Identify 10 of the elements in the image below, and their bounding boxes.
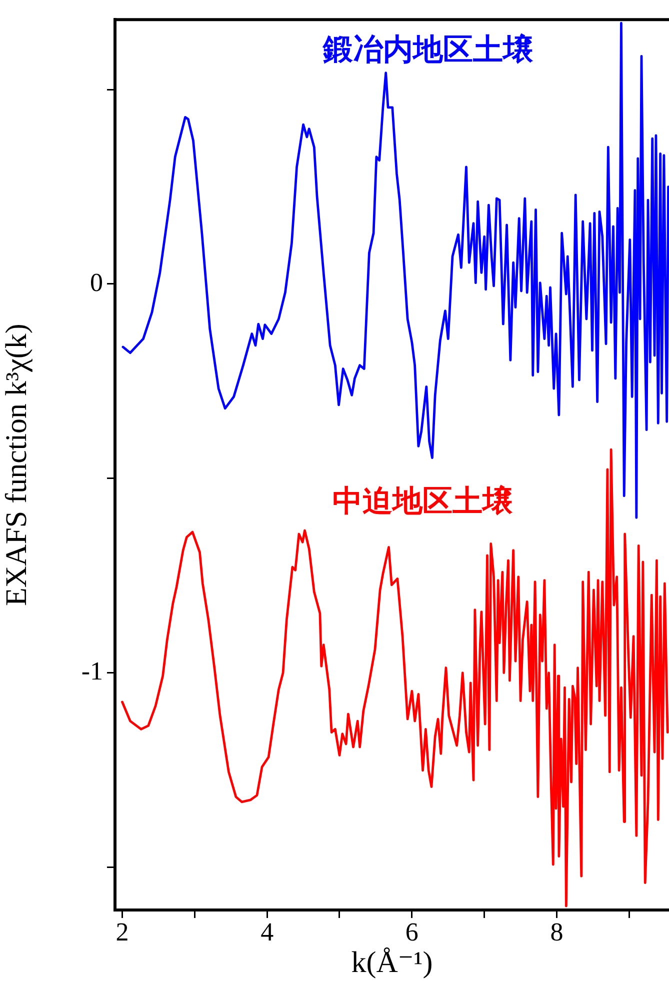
- x-axis-title: k(Å⁻¹): [351, 946, 433, 979]
- y-tick-label: 0: [90, 268, 103, 297]
- x-tick-label: 6: [405, 917, 418, 946]
- series-label: 鍛冶内地区土壌: [322, 32, 534, 68]
- x-tick-label: 8: [550, 917, 564, 946]
- x-tick-label: 4: [260, 917, 274, 946]
- y-axis-title: EXAFS function k³χ(k): [0, 324, 33, 606]
- y-tick-label: -1: [81, 656, 103, 686]
- x-tick-label: 2: [116, 917, 129, 946]
- series-label: 中迫地区土壌: [332, 484, 514, 519]
